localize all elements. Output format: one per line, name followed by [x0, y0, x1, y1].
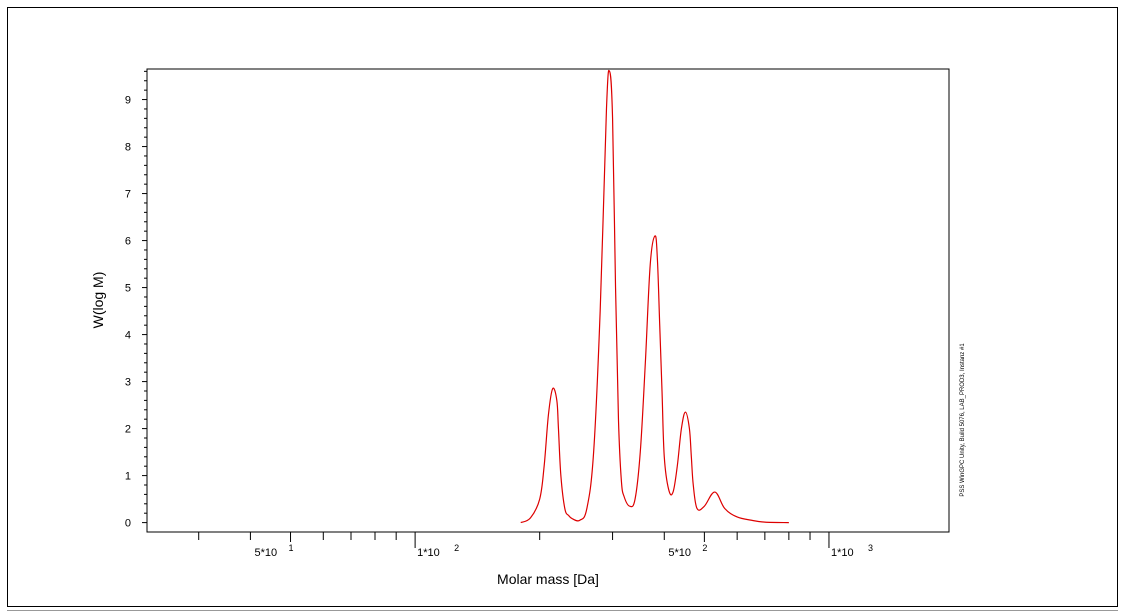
x-tick-exponent: 2	[454, 543, 459, 553]
x-tick-label: 1*10	[417, 547, 440, 559]
y-tick-label: 9	[125, 95, 131, 107]
software-annotation: PSS WinGPC Unity, Build 5076, LAB_PROD3,…	[960, 343, 966, 497]
y-tick-label: 8	[125, 142, 131, 154]
y-tick-label: 4	[125, 330, 131, 342]
y-tick-label: 3	[125, 377, 131, 389]
series-line	[520, 69, 789, 524]
y-tick-label: 0	[125, 518, 131, 530]
x-axis-title: Molar mass [Da]	[497, 571, 599, 587]
plot-area-border	[146, 68, 950, 533]
y-tick-label: 6	[125, 236, 131, 248]
x-tick-label: 5*10	[255, 547, 278, 559]
x-tick-exponent: 2	[702, 543, 707, 553]
y-tick-label: 5	[125, 283, 131, 295]
x-tick-exponent: 3	[868, 543, 873, 553]
series-group	[520, 69, 789, 524]
chart-frame	[7, 7, 1118, 607]
y-tick-label: 1	[125, 471, 131, 483]
y-axis-title: W(log M)	[90, 272, 106, 329]
y-tick-label: 2	[125, 424, 131, 436]
x-tick-label: 5*10	[668, 547, 691, 559]
y-tick-label: 7	[125, 189, 131, 201]
x-tick-exponent: 1	[289, 543, 294, 553]
x-tick-label: 1*10	[831, 547, 854, 559]
bottom-divider	[7, 610, 1118, 611]
x-axis-ticks: 5*10 1 1*10 2 5*10 2 1*10 3	[198, 532, 873, 559]
y-axis-ticks: 0 1 2 3 4 5 6 7 8 9	[125, 70, 147, 530]
